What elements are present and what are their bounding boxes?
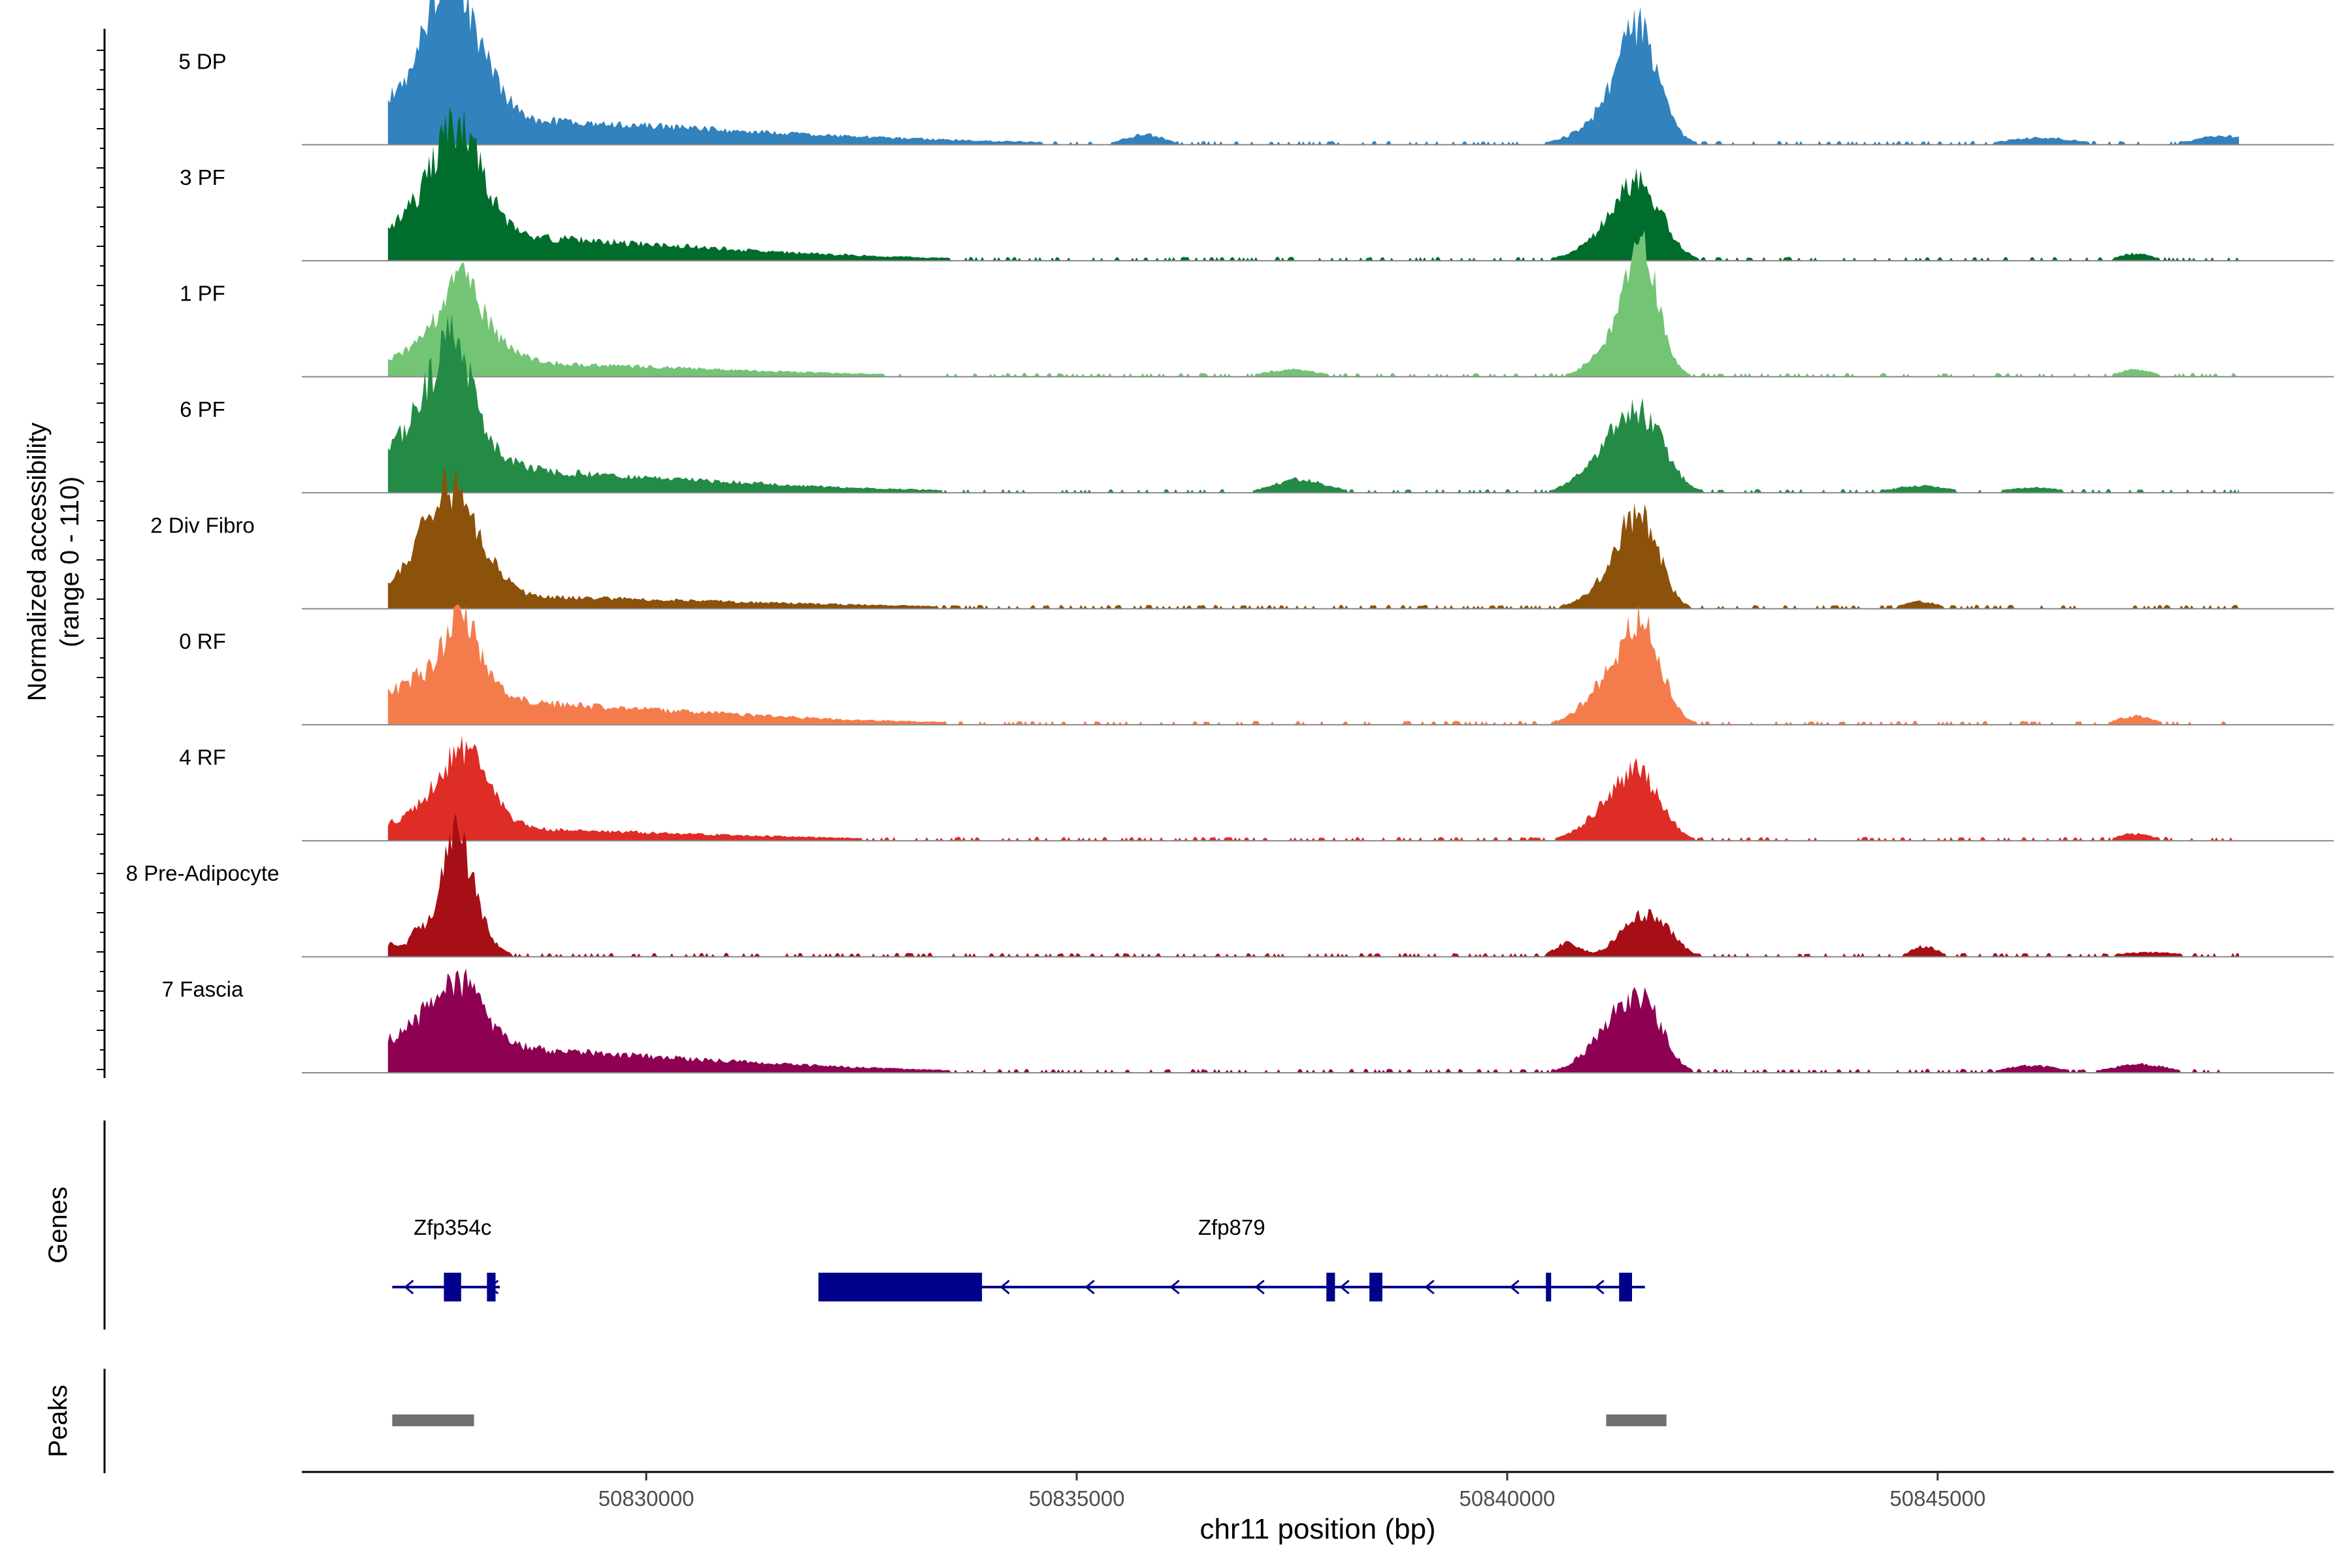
exon-0-0: [444, 1273, 461, 1301]
peak-region-0: [392, 1414, 474, 1426]
y-axis-title-line2: (range 0 - 110): [56, 476, 84, 647]
coverage-area-5: [387, 604, 2239, 725]
track-label-3: 6 PF: [180, 397, 225, 421]
track-label-2: 1 PF: [180, 281, 225, 305]
track-label-8: 7 Fascia: [162, 977, 244, 1002]
exon-1-3: [1546, 1273, 1552, 1301]
genes-panel-label: Genes: [44, 1186, 73, 1264]
strand-arrow-icon: [404, 1279, 414, 1295]
exon-0-1: [487, 1273, 496, 1301]
coverage-area-1: [387, 106, 2239, 261]
x-tick-label: 50835000: [1029, 1486, 1125, 1511]
strand-arrow-icon: [1509, 1279, 1520, 1295]
track-label-6: 4 RF: [179, 745, 226, 770]
track-label-1: 3 PF: [180, 165, 225, 189]
exon-1-2: [1369, 1273, 1382, 1301]
x-axis-ticks: 50830000 50835000 50840000 50845000: [598, 1472, 1985, 1511]
strand-arrow-icon: [1169, 1279, 1180, 1295]
coverage-area-6: [387, 736, 2239, 841]
track-label-0: 5 DP: [178, 49, 226, 73]
x-axis-title: chr11 position (bp): [1200, 1513, 1435, 1545]
track-label-7: 8 Pre-Adipocyte: [126, 861, 280, 885]
gene-name-0: Zfp354c: [414, 1215, 491, 1239]
strand-arrow-icon: [1594, 1279, 1605, 1295]
strand-arrow-icon: [1085, 1279, 1095, 1295]
tracks-y-axis: [97, 29, 106, 1078]
strand-arrow-icon: [1339, 1279, 1350, 1295]
coverage-area-3: [387, 314, 2239, 493]
coverage-area-8: [387, 968, 2239, 1073]
coverage-tracks: 5 DP 3 PF 1 PF 6 PF 2 Div Fibro 0 RF 4 RF 8 Pre…: [126, 0, 2334, 1073]
strand-arrow-icon: [1424, 1279, 1435, 1295]
genes-track: Zfp354c Zfp879: [392, 1215, 1645, 1301]
track-label-5: 0 RF: [179, 629, 226, 653]
peaks-track: [392, 1414, 1667, 1426]
exon-1-0: [818, 1273, 983, 1301]
coverage-area-0: [387, 0, 2239, 145]
gene-name-1: Zfp879: [1198, 1215, 1266, 1239]
peak-region-1: [1606, 1414, 1667, 1426]
exon-1-1: [1326, 1273, 1335, 1301]
x-tick-label: 50830000: [598, 1486, 694, 1511]
exon-1-4: [1619, 1273, 1632, 1301]
x-tick-label: 50845000: [1889, 1486, 1985, 1511]
x-tick-label: 50840000: [1460, 1486, 1556, 1511]
strand-arrow-icon: [1000, 1279, 1010, 1295]
strand-arrow-icon: [1254, 1279, 1265, 1295]
peaks-panel-label: Peaks: [44, 1384, 73, 1457]
y-axis-title-line1: Normalized accessibility: [23, 423, 52, 702]
track-label-4: 2 Div Fibro: [150, 513, 255, 537]
